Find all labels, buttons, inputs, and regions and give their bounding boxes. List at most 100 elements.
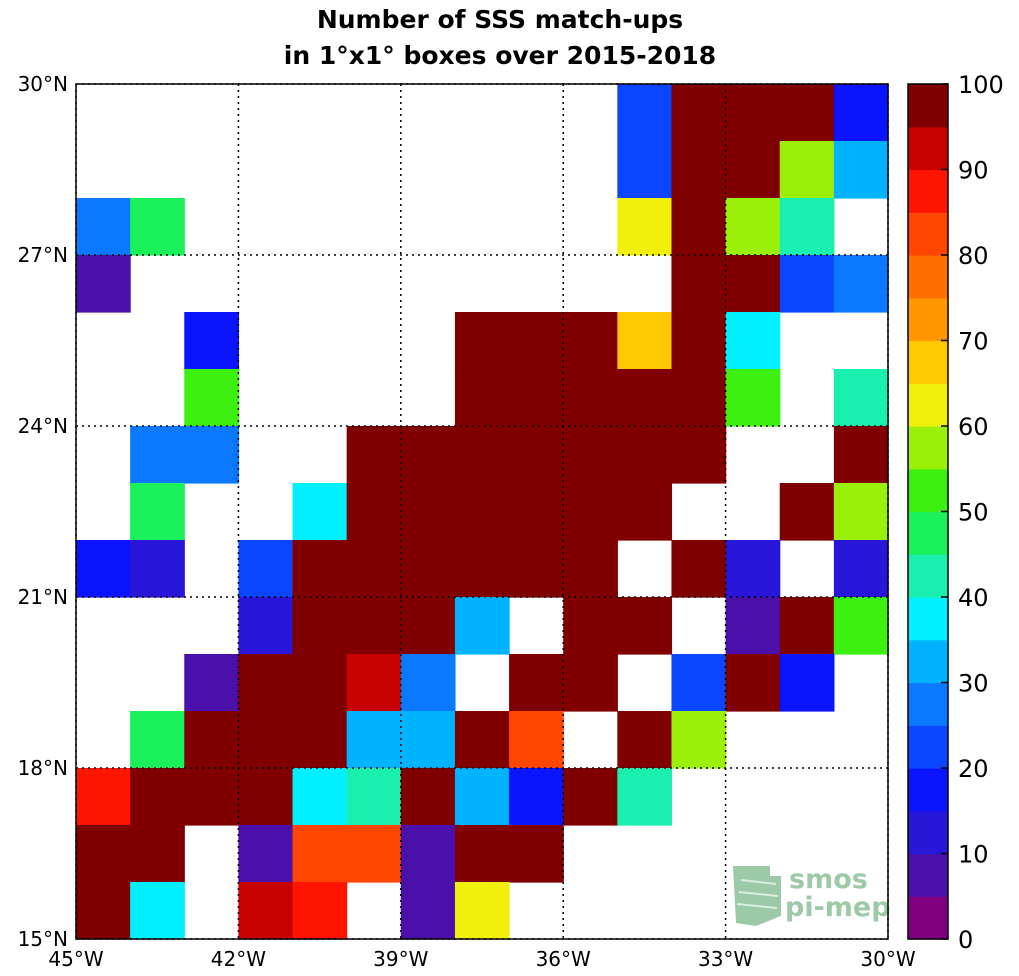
heatmap-cell (617, 597, 673, 655)
colorbar-block (908, 511, 948, 555)
colorbar-block (908, 682, 948, 726)
heatmap-cell (130, 825, 185, 883)
y-axis-ticks: 15°N 18°N 21°N 24°N 27°N 30°N (18, 72, 68, 951)
heatmap-cell (509, 483, 564, 541)
colorbar-block (908, 212, 948, 256)
heatmap-cell (725, 141, 781, 199)
heatmap-cell (833, 84, 889, 142)
heatmap-cell (617, 312, 673, 370)
heatmap-cell (509, 768, 564, 826)
heatmap-cell (454, 540, 510, 598)
colorbar-tick-label: 70 (958, 328, 989, 356)
x-axis-ticks: 45°W 42°W 39°W 36°W 33°W 30°W (48, 947, 915, 971)
y-tick-label: 21°N (18, 585, 68, 609)
heatmap-cell (76, 882, 131, 940)
heatmap-cell (76, 825, 131, 883)
smos-pi-mep-logo: smos pi-mep (733, 864, 891, 926)
logo-text-pi-mep: pi-mep (785, 892, 891, 923)
heatmap-cell (779, 84, 835, 142)
heatmap-cell (238, 825, 294, 883)
heatmap-cell (346, 540, 402, 598)
heatmap-cell (779, 654, 835, 712)
heatmap-cell (563, 597, 618, 655)
colorbar: 0 10 20 30 40 50 60 70 80 90 100 (907, 71, 1004, 954)
plot-area: smos pi-mep (75, 83, 891, 940)
x-tick-label: 33°W (698, 947, 753, 971)
colorbar-tick-label: 30 (958, 670, 989, 698)
heatmap-cell (400, 426, 456, 484)
heatmap-cell (400, 483, 456, 541)
heatmap-cell (184, 312, 239, 370)
heatmap-cell (454, 312, 510, 370)
heatmap-cell (563, 426, 618, 484)
heatmap-cell (346, 483, 402, 541)
heatmap-cell (76, 255, 131, 313)
x-tick-label: 30°W (860, 947, 915, 971)
colorbar-block (908, 84, 948, 128)
heatmap-cell (779, 597, 835, 655)
heatmap-cell (400, 654, 456, 712)
heatmap-cell (454, 711, 510, 769)
colorbar-block (908, 255, 948, 299)
heatmap-cell (130, 198, 185, 256)
heatmap-cell (76, 540, 131, 598)
heatmap-cell (454, 483, 510, 541)
heatmap-cell (346, 426, 402, 484)
x-tick-label: 36°W (536, 947, 591, 971)
colorbar-blocks (908, 84, 948, 940)
heatmap-cell (617, 198, 673, 256)
colorbar-block (908, 896, 948, 940)
colorbar-tick-label: 10 (958, 841, 989, 869)
heatmap-cell (400, 540, 456, 598)
colorbar-block (908, 468, 948, 513)
heatmap-cell (563, 369, 618, 427)
heatmap-cell (563, 483, 618, 541)
heatmap-cell (292, 768, 348, 826)
heatmap-cell (238, 768, 294, 826)
heatmap-cell (725, 597, 781, 655)
x-tick-label: 45°W (48, 947, 103, 971)
colorbar-block (908, 554, 948, 598)
colorbar-tick-label: 100 (958, 71, 1004, 99)
heatmap-cell (725, 84, 781, 142)
chart-title-line1: Number of SSS match-ups (317, 5, 683, 34)
heatmap-cell (833, 141, 889, 199)
y-tick-label: 30°N (18, 72, 68, 96)
colorbar-ticks: 0 10 20 30 40 50 60 70 80 90 100 (941, 71, 1004, 954)
heatmap-cell (833, 483, 889, 541)
colorbar-tick-label: 60 (958, 413, 989, 441)
heatmap-cell (617, 141, 673, 199)
heatmap-cell (130, 540, 185, 598)
colorbar-tick-label: 50 (958, 499, 989, 527)
heatmap-cell (292, 483, 348, 541)
heatmap-cell (833, 369, 889, 427)
y-tick-label: 24°N (18, 414, 68, 438)
heatmap-cell (671, 255, 727, 313)
colorbar-block (908, 768, 948, 812)
heatmap-cells (76, 84, 889, 940)
heatmap-cell (779, 198, 835, 256)
heatmap-cell (238, 654, 294, 712)
colorbar-block (908, 853, 948, 897)
heatmap-cell (617, 426, 673, 484)
x-tick-label: 39°W (373, 947, 428, 971)
heatmap-cell (617, 483, 673, 541)
heatmap-cell (400, 882, 456, 940)
heatmap-cell (725, 255, 781, 313)
colorbar-block (908, 340, 948, 384)
heatmap-cell (509, 654, 564, 712)
heatmap-cell (509, 426, 564, 484)
colorbar-tick-label: 80 (958, 242, 989, 270)
heatmap-cell (833, 597, 889, 655)
heatmap-cell (184, 654, 239, 712)
heatmap-cell (292, 711, 348, 769)
heatmap-cell (725, 369, 781, 427)
heatmap-cell (671, 312, 727, 370)
colorbar-block (908, 383, 948, 427)
heatmap-cell (238, 540, 294, 598)
heatmap-cell (400, 825, 456, 883)
heatmap-cell (563, 312, 618, 370)
logo-waves-detail (736, 879, 779, 909)
heatmap-cell (563, 540, 618, 598)
